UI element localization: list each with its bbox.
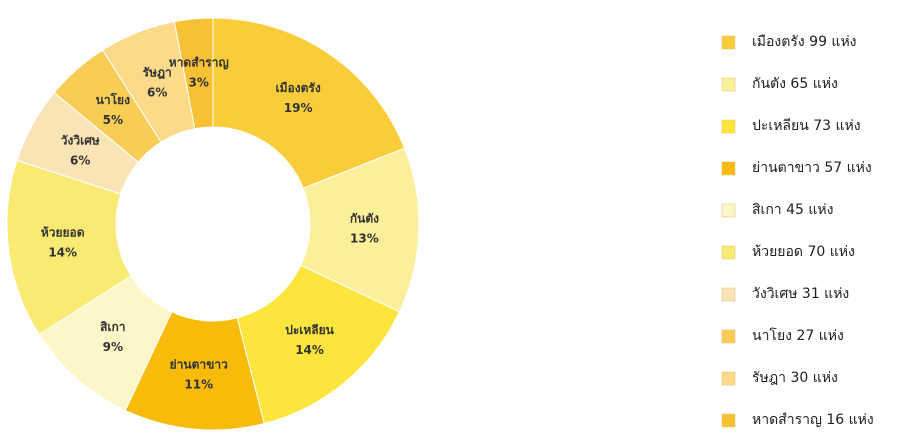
legend-swatch (721, 35, 736, 50)
donut-segment (173, 17, 214, 130)
legend-swatch (721, 161, 736, 176)
segment-value-label: 6% (147, 86, 167, 100)
segment-label: สิเกา (100, 320, 125, 334)
legend-swatch (721, 329, 736, 344)
segment-value-label: 6% (70, 154, 90, 168)
segment-value-label: 5% (103, 113, 123, 127)
legend-label: ย่านตาขาว 57 แห่ง (752, 160, 872, 176)
legend-label: วังวิเศษ 31 แห่ง (752, 286, 849, 302)
segment-label: หาดสำราญ (169, 56, 229, 70)
segment-value-label: 14% (48, 245, 77, 259)
legend-label: รัษฎา 30 แห่ง (752, 370, 838, 386)
legend-swatch (721, 77, 736, 92)
legend-swatch (721, 245, 736, 260)
legend-swatch (721, 371, 736, 386)
legend-swatch (721, 203, 736, 218)
legend-label: นาโยง 27 แห่ง (752, 327, 844, 344)
legend-label: สิเกา 45 แห่ง (752, 202, 833, 218)
segment-value-label: 9% (103, 340, 123, 354)
legend-label: ห้วยยอด 70 แห่ง (752, 244, 855, 260)
segment-value-label: 11% (184, 377, 213, 391)
legend-label: ปะเหลียน 73 แห่ง (752, 118, 861, 134)
segment-label: ย่านตาขาว (170, 357, 228, 371)
segment-label: รัษฎา (143, 66, 172, 80)
donut-segment (212, 17, 406, 189)
donut-segment (236, 264, 401, 425)
legend-label: หาดสำราญ 16 แห่ง (752, 412, 874, 428)
segment-label: กันตัง (350, 211, 379, 225)
segment-value-label: 19% (284, 101, 313, 115)
segment-value-label: 3% (189, 76, 209, 90)
donut-segment (300, 147, 420, 313)
segment-label: ห้วยยอด (41, 225, 85, 239)
legend-swatch (721, 287, 736, 302)
legend-label: กันตัง 65 แห่ง (752, 76, 838, 92)
legend-label: เมืองตรัง 99 แห่ง (752, 34, 857, 50)
segment-value-label: 14% (295, 343, 324, 357)
legend-swatch (721, 413, 736, 428)
segment-label: ปะเหลียน (285, 323, 334, 337)
segment-label: นาโยง (96, 92, 130, 107)
segment-label: วังวิเศษ (61, 134, 100, 148)
donut-segment (6, 159, 132, 336)
segment-value-label: 13% (350, 231, 379, 245)
legend-swatch (721, 119, 736, 134)
segment-label: เมืองตรัง (276, 81, 321, 95)
